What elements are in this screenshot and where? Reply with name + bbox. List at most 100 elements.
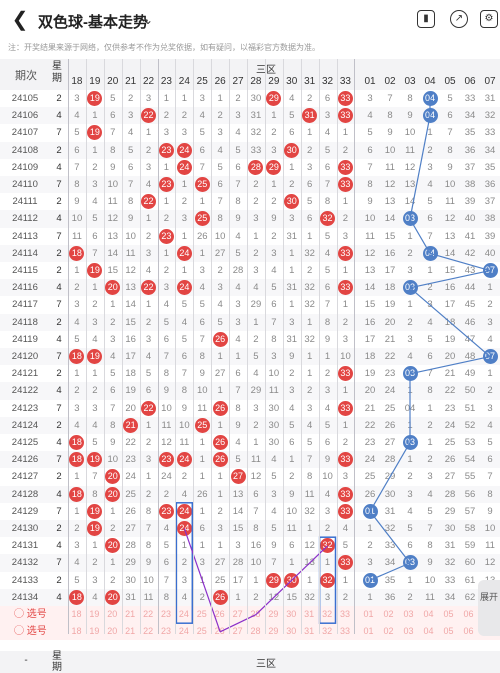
- pick-label[interactable]: ◯ 选号: [14, 626, 47, 637]
- pick-number[interactable]: 33: [339, 626, 350, 636]
- pick-number[interactable]: 28: [250, 609, 261, 619]
- pick-number-blue[interactable]: 04: [423, 609, 434, 619]
- pick-number[interactable]: 33: [339, 609, 350, 619]
- miss-count: 5: [324, 419, 331, 431]
- chevron-down-icon[interactable]: ⌄: [143, 13, 154, 27]
- blue-trend-cell: 10: [440, 176, 460, 193]
- pick-number[interactable]: 25: [196, 626, 207, 636]
- miss-count: 5: [145, 368, 152, 380]
- pick-number[interactable]: 30: [286, 609, 297, 619]
- pick-number[interactable]: 20: [107, 626, 118, 636]
- pick-number[interactable]: 23: [160, 609, 171, 619]
- pick-number-blue[interactable]: 02: [383, 626, 394, 636]
- trend-cell: 4: [229, 124, 247, 141]
- blue-trend-cell: 10: [400, 124, 420, 141]
- pick-number[interactable]: 18: [71, 609, 82, 619]
- miss-count: 2: [271, 196, 277, 208]
- pick-number[interactable]: 22: [143, 609, 154, 619]
- miss-count: 4: [74, 419, 80, 431]
- trend-cell: 9: [283, 348, 301, 365]
- share-icon[interactable]: ↗: [450, 10, 468, 28]
- pick-number[interactable]: 19: [89, 609, 100, 619]
- trend-cell: 8: [211, 210, 229, 227]
- pick-number[interactable]: 21: [125, 609, 136, 619]
- miss-count: 33: [484, 127, 496, 139]
- pick-number-blue[interactable]: 05: [443, 609, 454, 619]
- miss-count: 26: [125, 505, 136, 517]
- pick-number-blue[interactable]: 03: [403, 626, 414, 636]
- pick-number-blue[interactable]: 04: [423, 626, 434, 636]
- blue-trend-cell: 26: [380, 417, 400, 434]
- red-ball: 19: [87, 452, 103, 468]
- blue-trend-cell: 8: [380, 107, 400, 124]
- pick-number-blue[interactable]: 01: [363, 626, 374, 636]
- pick-number-blue[interactable]: 06: [463, 626, 474, 636]
- trend-cell: 1: [86, 107, 104, 124]
- blue-trend-cell: 37: [460, 159, 480, 176]
- pick-number[interactable]: 22: [143, 626, 154, 636]
- pick-number[interactable]: 30: [286, 626, 297, 636]
- trend-cell: 23: [158, 142, 176, 159]
- trend-cell: 3: [319, 589, 337, 606]
- blue-trend-cell: 29: [380, 468, 400, 485]
- pick-number-blue[interactable]: 03: [403, 609, 414, 619]
- pick-number[interactable]: 27: [232, 626, 243, 636]
- pick-number[interactable]: 26: [214, 609, 225, 619]
- pick-number[interactable]: 31: [304, 626, 315, 636]
- trend-cell: 1: [211, 382, 229, 399]
- pick-number-blue[interactable]: 05: [443, 626, 454, 636]
- miss-count: 4: [127, 127, 134, 139]
- pick-number[interactable]: 24: [178, 626, 189, 636]
- trend-cell: 2: [68, 520, 86, 537]
- pick-label[interactable]: ◯ 选号: [14, 609, 47, 620]
- pick-number[interactable]: 32: [322, 609, 333, 619]
- miss-count: 30: [268, 402, 280, 414]
- pick-number[interactable]: 20: [107, 609, 118, 619]
- miss-count: 5: [367, 127, 373, 139]
- red-ball: 26: [212, 434, 228, 450]
- miss-count: 4: [74, 110, 80, 122]
- pick-number[interactable]: 29: [268, 626, 279, 636]
- pick-number[interactable]: 26: [214, 626, 225, 636]
- miss-count: 43: [464, 265, 476, 276]
- settings-icon[interactable]: ⚙: [480, 10, 498, 28]
- blue-trend-cell: 2: [480, 382, 500, 399]
- miss-count: 6: [487, 454, 493, 466]
- pick-number[interactable]: 31: [304, 609, 315, 619]
- pick-number[interactable]: 24: [178, 609, 189, 619]
- chevron-left-icon[interactable]: ❮: [11, 9, 29, 31]
- miss-count: 4: [427, 316, 433, 328]
- pick-number[interactable]: 29: [268, 609, 279, 619]
- trend-cell: 7: [211, 193, 229, 210]
- trend-cell: 2: [265, 228, 283, 245]
- miss-count: 3: [253, 213, 259, 225]
- pick-number[interactable]: 32: [322, 626, 333, 636]
- pick-number[interactable]: 23: [160, 626, 171, 636]
- pick-number[interactable]: 21: [125, 626, 136, 636]
- pick-number-blue[interactable]: 01: [363, 609, 374, 619]
- pick-number-blue[interactable]: 06: [463, 609, 474, 619]
- miss-count: 1: [289, 161, 295, 173]
- miss-count: 17: [125, 351, 136, 362]
- expand-button[interactable]: 展开: [478, 580, 500, 636]
- issue-header[interactable]: 期次: [15, 70, 37, 82]
- weekday: 7: [56, 557, 62, 569]
- trend-cell: 8: [140, 503, 158, 520]
- trend-cell: 11: [104, 193, 122, 210]
- trend-cell: 4: [211, 296, 229, 313]
- pick-number[interactable]: 27: [232, 609, 243, 619]
- pick-number[interactable]: 18: [71, 626, 82, 636]
- pick-number[interactable]: 28: [250, 626, 261, 636]
- miss-count: 4: [92, 333, 98, 345]
- pick-number-blue[interactable]: 02: [383, 609, 394, 619]
- page-title[interactable]: 双色球-基本走势: [38, 14, 148, 31]
- red-ball: 19: [87, 262, 103, 278]
- trend-cell: 33: [337, 90, 355, 107]
- pick-number[interactable]: 19: [89, 626, 100, 636]
- trend-cell: 6: [104, 382, 122, 399]
- pick-number[interactable]: 25: [196, 609, 207, 619]
- trend-cell: 2: [265, 124, 283, 141]
- blue-trend-cell: 16: [360, 314, 380, 331]
- phone-icon[interactable]: ▮: [417, 10, 435, 28]
- miss-count: 3: [235, 110, 241, 122]
